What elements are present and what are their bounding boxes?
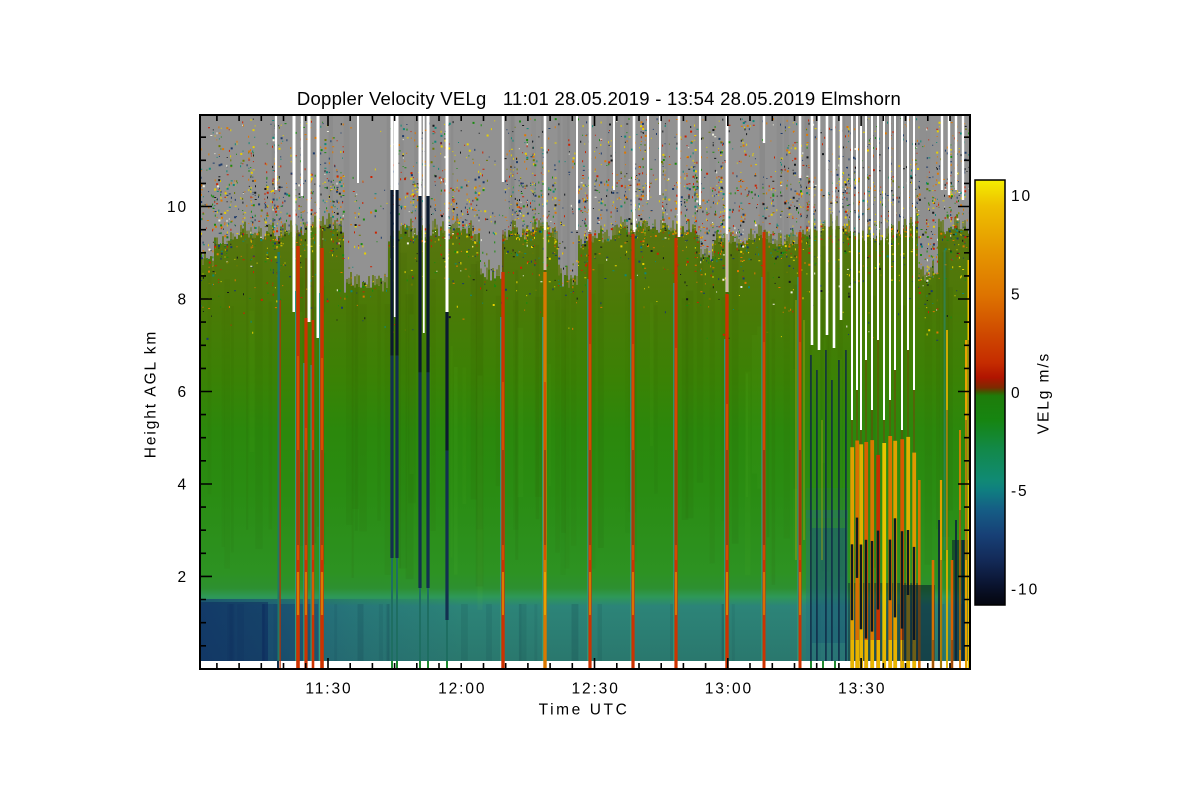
svg-text:-5: -5	[1011, 483, 1029, 500]
svg-text:12:00: 12:00	[438, 681, 486, 698]
svg-text:5: 5	[1011, 286, 1022, 303]
svg-text:2: 2	[177, 569, 188, 586]
svg-text:13:30: 13:30	[838, 681, 886, 698]
svg-text:6: 6	[177, 384, 188, 401]
svg-text:10: 10	[167, 199, 188, 216]
svg-text:Doppler Velocity VELg 11:01: Doppler Velocity VELg 11:01 28.05.2019 -…	[297, 88, 901, 109]
svg-text:11:30: 11:30	[305, 681, 352, 698]
svg-text:13:00: 13:00	[705, 681, 753, 698]
svg-text:-10: -10	[1011, 582, 1039, 599]
svg-text:8: 8	[177, 292, 188, 309]
svg-text:0: 0	[1011, 385, 1022, 402]
svg-text:Height AGL km: Height AGL km	[143, 330, 160, 458]
svg-text:4: 4	[177, 477, 188, 494]
svg-text:VELg m/s: VELg m/s	[1036, 352, 1053, 434]
svg-text:10: 10	[1011, 188, 1032, 205]
svg-text:12:30: 12:30	[571, 681, 619, 698]
svg-text:Time UTC: Time UTC	[539, 702, 630, 719]
